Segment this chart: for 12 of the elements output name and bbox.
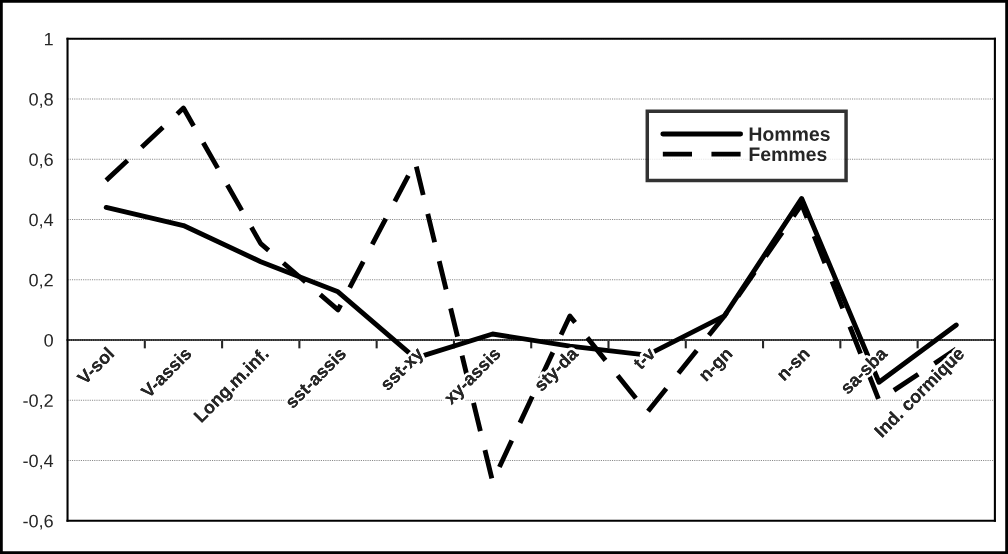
y-tick-label: -0,6: [23, 514, 53, 530]
y-tick-label: 0,4: [29, 213, 54, 229]
y-tick-label: 0,8: [29, 92, 53, 108]
y-tick-label: -0,2: [23, 394, 53, 410]
x-tick-label: t-v: [632, 346, 657, 371]
y-tick-label: -0,4: [23, 454, 54, 470]
y-tick-label: 0,6: [29, 153, 53, 169]
y-tick-label: 0: [44, 333, 53, 347]
legend-label: Hommes: [749, 127, 830, 141]
legend-label: Femmes: [749, 147, 827, 162]
y-tick-label: 0,2: [29, 273, 53, 289]
y-tick-label: 1: [44, 32, 53, 46]
